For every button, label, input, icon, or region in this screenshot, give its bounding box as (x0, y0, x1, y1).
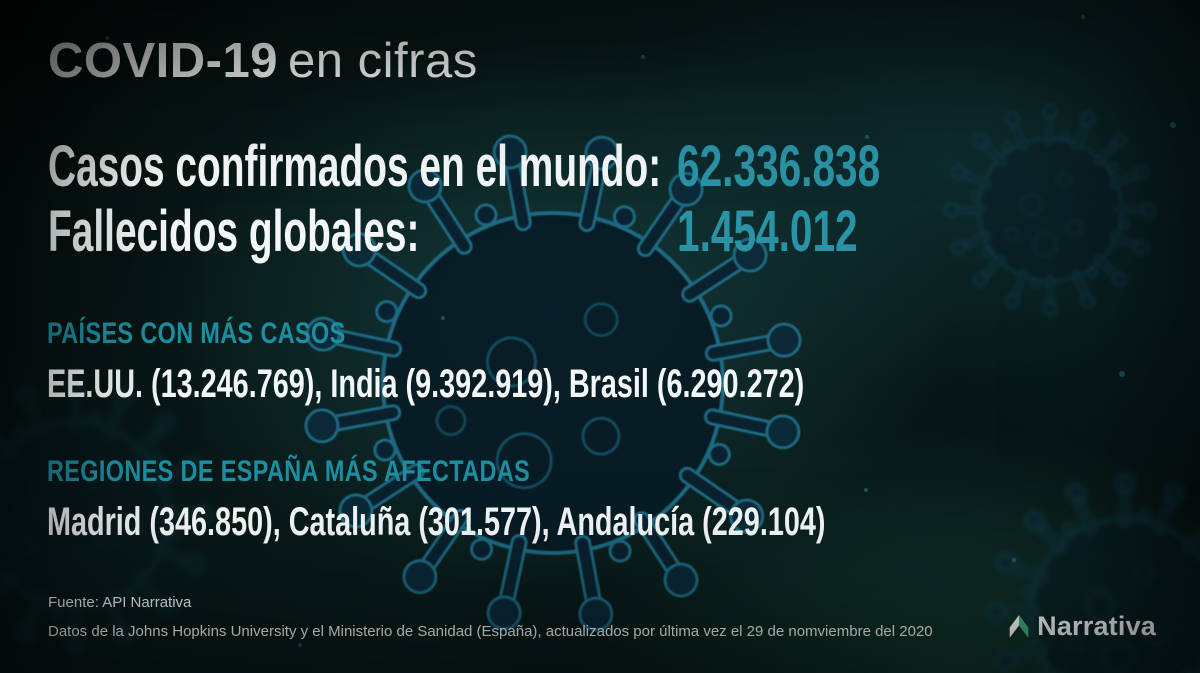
stat-global-deaths-value: 1.454.012 (677, 199, 935, 266)
section-heading-countries: PAÍSES CON MÁS CASOS (47, 317, 430, 352)
section-body-countries-text: EE.UU. (13.246.769), India (9.392.919), … (47, 362, 805, 406)
footer-source: Fuente: API Narrativa (48, 594, 192, 611)
page-title: COVID-19 en cifras (48, 33, 478, 89)
stat-world-cases-value-text: 62.336.838 (677, 134, 881, 199)
stat-world-cases-label-text: Casos confirmados en el mundo: (48, 134, 662, 199)
narrativa-logo: Narrativa (1006, 611, 1156, 642)
narrativa-chevron-icon (1009, 615, 1029, 638)
section-heading-spain-regions: REGIONES DE ESPAÑA MÁS AFECTADAS (47, 455, 666, 490)
stat-global-deaths-value-text: 1.454.012 (677, 199, 858, 264)
section-body-spain-regions: Madrid (346.850), Cataluña (301.577), An… (47, 499, 1128, 545)
narrativa-logo-text: Narrativa (1037, 611, 1156, 641)
section-heading-spain-regions-text: REGIONES DE ESPAÑA MÁS AFECTADAS (47, 455, 531, 488)
title-sub: en cifras (288, 34, 478, 88)
section-body-spain-regions-text: Madrid (346.850), Cataluña (301.577), An… (47, 500, 826, 544)
stat-world-cases-label: Casos confirmados en el mundo: (48, 134, 963, 201)
stat-global-deaths-label: Fallecidos globales: (48, 199, 602, 266)
section-body-countries: EE.UU. (13.246.769), India (9.392.919), … (47, 361, 1099, 407)
section-heading-countries-text: PAÍSES CON MÁS CASOS (47, 317, 346, 350)
stat-global-deaths-label-text: Fallecidos globales: (48, 199, 420, 264)
stat-world-cases-value: 62.336.838 (677, 134, 967, 201)
title-main: COVID-19 (48, 34, 279, 88)
footer-details: Datos de la Johns Hopkins University y e… (48, 623, 933, 640)
